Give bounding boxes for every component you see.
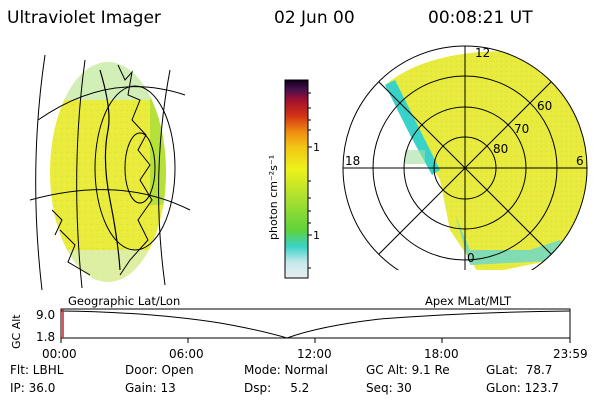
altitude-timeline: GC Alt 9.0 1.8 00:00 06:00 12:00 18:00 2… (10, 308, 588, 361)
apex-panel-label: Apex MLat/MLT (425, 294, 512, 308)
date-label: 02 Jun 00 (274, 8, 355, 28)
gain-status: Gain: 13 (125, 381, 176, 395)
mlt-label-0: 0 (467, 251, 475, 265)
altitude-curve (60, 310, 571, 339)
colorbar-unit-label: photon cm⁻²s⁻¹ (267, 155, 280, 240)
mode-status: Mode: Normal (244, 363, 328, 377)
geographic-map (29, 54, 191, 290)
timeline-frame (60, 308, 571, 339)
geographic-panel-label: Geographic Lat/Lon (68, 294, 181, 308)
polar-map: 12 18 6 0 60 70 80 (342, 45, 588, 270)
colorbar: 100 10 photon cm⁻²s⁻¹ (267, 79, 320, 279)
seq-status: Seq: 30 (366, 381, 412, 395)
time-label: 00:08:21 UT (428, 8, 533, 28)
glon-status: GLon: 123.7 (486, 381, 559, 395)
filter-status: Flt: LBHL (10, 363, 64, 377)
colorbar-tick-10: 10 (313, 229, 320, 242)
door-status: Door: Open (125, 363, 194, 377)
time-tick-1800: 18:00 (424, 347, 459, 361)
colorbar-tick-100: 100 (313, 141, 320, 154)
lat-label-80: 80 (493, 142, 508, 156)
y-tick-1-8: 1.8 (36, 330, 55, 344)
time-tick-1200: 12:00 (297, 347, 332, 361)
dsp-status: Dsp: 5.2 (244, 381, 310, 395)
gc-alt-axis-label: GC Alt (10, 314, 23, 349)
mlt-label-6: 6 (576, 154, 584, 168)
lat-label-70: 70 (514, 122, 529, 136)
gc-alt-status: GC Alt: 9.1 Re (366, 363, 450, 377)
time-tick-0600: 06:00 (169, 347, 204, 361)
glat-status: GLat: 78.7 (486, 363, 553, 377)
app-title: Ultraviolet Imager (7, 8, 161, 28)
ip-status: IP: 36.0 (10, 381, 56, 395)
time-tick-2359: 23:59 (553, 347, 588, 361)
mlt-label-18: 18 (345, 154, 360, 168)
time-tick-0000: 00:00 (42, 347, 77, 361)
mlt-label-12: 12 (475, 46, 490, 60)
colorbar-gradient (284, 79, 309, 279)
lat-label-60: 60 (537, 99, 552, 113)
y-tick-9: 9.0 (36, 308, 55, 322)
